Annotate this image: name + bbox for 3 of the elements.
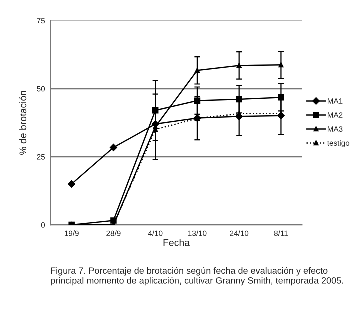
y-axis-title: % de brotación — [19, 91, 27, 156]
x-axis-title: Fecha — [164, 239, 190, 246]
text: Figura 7. Porcentaje de brotación según fecha de evaluación y efecto principal momento de aplicación, cultivar Granny Smith, temporada 2005. — [51, 267, 344, 286]
